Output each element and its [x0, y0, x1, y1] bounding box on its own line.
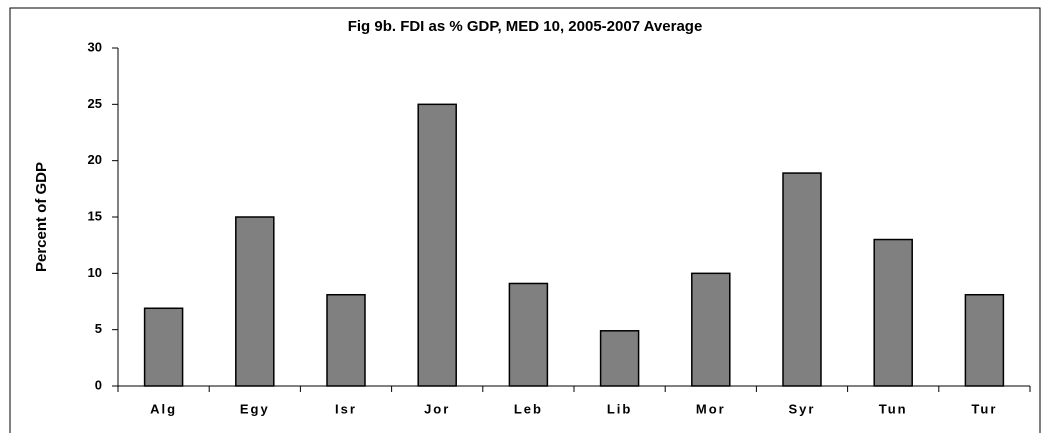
y-tick-label: 5	[95, 321, 102, 336]
y-tick-label: 20	[88, 152, 102, 167]
bar	[599, 330, 640, 387]
x-tick-label: Lib	[607, 401, 633, 416]
y-tick-label: 30	[88, 39, 102, 54]
x-tick-label: Mor	[696, 401, 726, 416]
y-tick-label: 25	[88, 96, 102, 111]
bar	[143, 307, 184, 387]
bar	[691, 272, 731, 387]
x-tick-label: Alg	[150, 401, 177, 416]
x-tick-label: Egy	[240, 401, 270, 416]
y-axis-label: Percent of GDP	[33, 162, 50, 272]
x-tick-label: Isr	[335, 401, 357, 416]
x-tick-label: Syr	[789, 401, 816, 416]
bar	[873, 238, 913, 387]
chart-title: Fig 9b. FDI as % GDP, MED 10, 2005-2007 …	[348, 18, 703, 35]
y-tick-label: 15	[88, 208, 102, 223]
bar	[964, 293, 1005, 387]
x-tick-label: Jor	[424, 401, 450, 416]
bar	[235, 216, 275, 387]
bar	[508, 282, 549, 387]
bar	[417, 103, 457, 387]
y-tick-label: 0	[95, 377, 102, 392]
y-tick-label: 10	[88, 265, 102, 280]
x-tick-label: Tun	[879, 401, 908, 416]
bar	[326, 293, 366, 387]
x-tick-label: Tur	[971, 401, 997, 416]
x-tick-label: Leb	[514, 401, 543, 416]
bar	[782, 172, 822, 387]
